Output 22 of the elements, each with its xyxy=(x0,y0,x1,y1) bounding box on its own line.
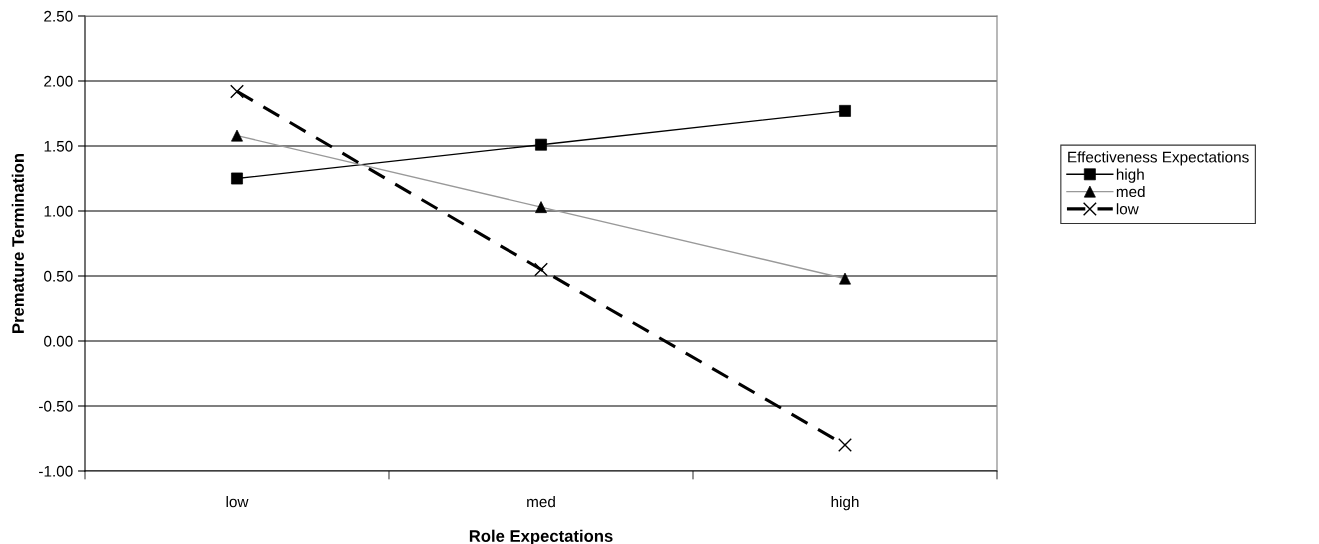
legend-label: med xyxy=(1116,185,1145,198)
point xyxy=(839,104,851,117)
legend-title: Effectiveness Expectations xyxy=(1068,151,1249,166)
y-tick-label: 2.50 xyxy=(44,10,73,22)
y-tick-label: 0.50 xyxy=(44,270,73,282)
y-tick-label: -1.00 xyxy=(39,465,73,477)
point xyxy=(534,262,548,277)
y-tick-label: -0.50 xyxy=(39,400,73,412)
legend-label: high xyxy=(1116,168,1144,183)
y-tick-label: 1.50 xyxy=(44,140,73,152)
legend-label: low xyxy=(1116,203,1139,215)
point xyxy=(535,138,547,151)
y-tick-label: 0.00 xyxy=(44,335,73,347)
x-tick-label: high xyxy=(831,496,859,511)
x-tick-label: med xyxy=(527,496,555,508)
point xyxy=(231,172,243,185)
x-tick-label: low xyxy=(226,496,249,508)
point xyxy=(838,438,852,452)
y-axis-title: Premature Termination xyxy=(11,153,24,333)
y-tick-label: 1.00 xyxy=(44,205,73,217)
point xyxy=(230,84,244,99)
y-tick-label: 2.00 xyxy=(44,75,73,87)
